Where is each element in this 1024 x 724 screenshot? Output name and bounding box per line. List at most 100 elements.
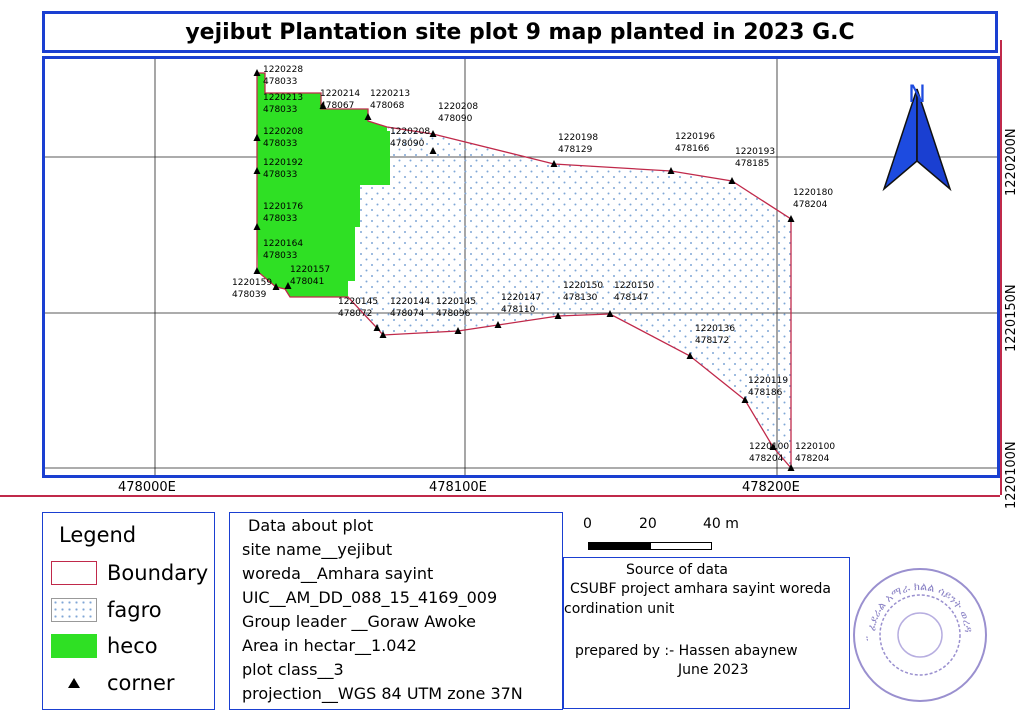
corner-marker	[364, 113, 372, 120]
point-northing-label: 1220159	[232, 278, 272, 288]
legend-item-heco: heco	[51, 634, 158, 658]
point-easting-label: 478130	[563, 293, 598, 303]
point-easting-label: 478068	[370, 101, 405, 111]
point-northing-label: 1220213	[370, 89, 410, 99]
heco-area	[257, 73, 390, 297]
point-northing-label: 1220147	[501, 293, 541, 303]
plot-data-line: Group leader __Goraw Awoke	[242, 612, 477, 631]
point-easting-label: 478090	[390, 139, 425, 149]
north-arrow-icon	[882, 88, 952, 192]
corner-marker	[272, 283, 280, 290]
corner-marker	[606, 310, 614, 317]
scale-label: 20	[639, 516, 657, 532]
corner-marker	[494, 321, 502, 328]
triangle-icon	[51, 671, 97, 695]
point-easting-label: 478147	[614, 293, 648, 303]
corner-marker	[550, 160, 558, 167]
point-northing-label: 1220196	[675, 132, 715, 142]
point-northing-label: 1220144	[390, 297, 430, 307]
prepared-date: June 2023	[678, 662, 749, 678]
legend-label: heco	[107, 634, 158, 658]
point-easting-label: 478204	[795, 454, 830, 464]
outer-grid-line	[0, 495, 1000, 497]
point-northing-label: 1220157	[290, 265, 330, 275]
y-tick-label: 1220150N	[1004, 284, 1019, 352]
scale-segment	[650, 542, 712, 550]
corner-marker	[686, 352, 694, 359]
plot-data-line: projection__WGS 84 UTM zone 37N	[242, 684, 523, 703]
point-easting-label: 478033	[263, 214, 297, 224]
point-northing-label: 1220228	[263, 65, 303, 75]
point-northing-label: 1220150	[563, 281, 603, 291]
point-northing-label: 1220193	[735, 147, 775, 157]
legend-item-corner: corner	[51, 671, 175, 695]
point-easting-label: 478033	[263, 77, 297, 87]
source-heading: Source of data	[626, 562, 729, 578]
legend-label: corner	[107, 671, 175, 695]
point-easting-label: 478033	[263, 251, 297, 261]
dotted-swatch	[51, 598, 97, 622]
plot-data-heading: Data about plot	[248, 516, 374, 535]
source-panel: Source of data CSUBF project amhara sayi…	[563, 557, 850, 709]
green-swatch	[51, 634, 97, 658]
scale-label: 40 m	[703, 516, 739, 532]
point-easting-label: 478185	[735, 159, 769, 169]
point-easting-label: 478166	[675, 144, 710, 154]
point-northing-label: 1220145	[436, 297, 476, 307]
point-northing-label: 1220180	[793, 188, 833, 198]
point-northing-label: 1220198	[558, 133, 598, 143]
scale-segment	[588, 542, 650, 550]
map-title: yejibut Plantation site plot 9 map plant…	[42, 11, 998, 53]
point-easting-label: 478033	[263, 170, 297, 180]
y-tick-label: 1220200N	[1004, 128, 1019, 196]
corner-marker	[379, 331, 387, 338]
legend-label: fagro	[107, 598, 162, 622]
point-easting-label: 478074	[390, 309, 425, 319]
point-northing-label: 1220208	[390, 127, 430, 137]
point-easting-label: 478204	[749, 454, 784, 464]
plot-data-line: plot class__3	[242, 660, 344, 679]
corner-marker	[319, 102, 327, 109]
scale-label: 0	[583, 516, 592, 532]
point-easting-label: 478204	[793, 200, 828, 210]
point-northing-label: 1220214	[320, 89, 360, 99]
corner-marker	[373, 324, 381, 331]
corner-marker	[769, 443, 777, 450]
point-northing-label: 1220164	[263, 239, 303, 249]
point-easting-label: 478110	[501, 305, 536, 315]
legend-item-boundary: Boundary	[51, 561, 208, 585]
plot-data-line: Area in hectar__1.042	[242, 636, 417, 655]
x-tick-label: 478000E	[118, 480, 176, 495]
plot-data-line: UIC__AM_DD_088_15_4169_009	[242, 588, 498, 607]
corner-marker	[284, 282, 292, 289]
legend-panel: Legend Boundary fagro heco corner	[42, 512, 215, 710]
plot-data-panel: Data about plot site name__yejibut wored…	[229, 512, 563, 710]
point-easting-label: 478172	[695, 336, 729, 346]
point-easting-label: 478067	[320, 101, 354, 111]
point-easting-label: 478096	[436, 309, 471, 319]
map-canvas: 1220228 478033 1220213 478033 1220214 478067 1…	[45, 59, 997, 475]
point-northing-label: 1220119	[748, 376, 788, 386]
point-easting-label: 478072	[338, 309, 372, 319]
corner-marker	[741, 396, 749, 403]
point-northing-label: 1220100	[749, 442, 789, 452]
corner-marker	[253, 267, 261, 274]
point-easting-label: 478041	[290, 277, 324, 287]
legend-title: Legend	[59, 523, 137, 547]
corner-marker	[787, 215, 795, 222]
legend-item-fagro: fagro	[51, 598, 162, 622]
point-labels: 1220228 478033 1220213 478033 1220214 478067 1…	[232, 65, 835, 464]
corner-marker	[253, 223, 261, 230]
point-easting-label: 478129	[558, 145, 593, 155]
north-label: N	[908, 80, 926, 108]
legend-label: Boundary	[107, 561, 209, 585]
point-northing-label: 1220192	[263, 158, 303, 168]
point-easting-label: 478039	[232, 290, 267, 300]
boundary-swatch	[51, 561, 97, 585]
corner-marker	[429, 130, 437, 137]
corner-marker	[728, 177, 736, 184]
prepared-by: prepared by :- Hassen abaynew	[575, 643, 798, 659]
corner-marker	[253, 167, 261, 174]
corner-marker	[429, 147, 437, 154]
point-northing-label: 1220213	[263, 93, 303, 103]
